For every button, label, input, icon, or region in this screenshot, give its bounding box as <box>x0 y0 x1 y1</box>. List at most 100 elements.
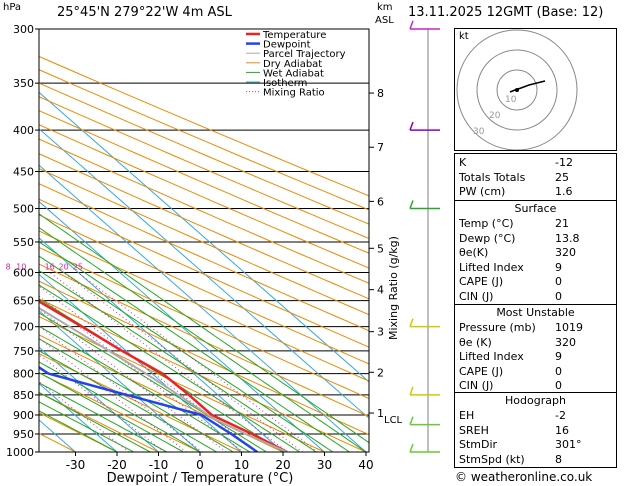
wet-adiabat-line <box>39 350 217 452</box>
index-value: 21 <box>555 217 569 230</box>
index-value: -2 <box>555 409 566 422</box>
index-label: Temp (°C) <box>459 217 514 230</box>
dry-adiabat-line <box>39 183 369 332</box>
lcl-label: LCL <box>384 415 403 426</box>
index-value: 25 <box>555 170 569 184</box>
pressure-tick-label: 850 <box>13 389 34 402</box>
index-row: K -12 <box>459 156 612 170</box>
dry-adiabat-line <box>39 69 369 211</box>
dry-adiabat-line <box>39 198 369 348</box>
wind-barb-flag <box>409 416 414 425</box>
pressure-tick-label: 650 <box>13 295 34 308</box>
parcel-trajectory-line <box>39 306 288 452</box>
wet-adiabat-line <box>39 213 369 444</box>
pressure-tick-label: 450 <box>13 165 34 178</box>
index-row: SREH 16 <box>459 424 612 438</box>
dry-adiabat-line <box>39 110 369 254</box>
legend-label: Wet Adiabat <box>263 68 324 79</box>
most-unstable-title: Most Unstable <box>496 306 575 319</box>
wet-adiabat-line <box>39 391 151 452</box>
plot-frame <box>38 28 370 453</box>
isotherm-line <box>39 200 325 452</box>
index-value: 1.6 <box>555 185 573 198</box>
index-label: StmSpd (kt) <box>459 452 525 466</box>
dry-adiabat-line <box>39 372 201 452</box>
hodograph-trace <box>509 80 546 93</box>
mixing-ratio-line <box>39 285 258 452</box>
divider <box>455 200 616 201</box>
hodograph-storm-motion-dot <box>515 88 519 92</box>
wet-adiabat-line <box>39 241 350 452</box>
index-row: CIN (J) 0 <box>459 379 612 393</box>
isotherm-line <box>39 419 76 452</box>
dry-adiabat-line <box>39 391 159 452</box>
altitude-tick-label: 4 <box>377 284 384 297</box>
chart-grid <box>39 29 369 452</box>
wet-adiabat-line <box>39 338 234 452</box>
temperature-tick-label: 30 <box>317 458 332 472</box>
index-label: CIN (J) <box>459 289 494 303</box>
hodograph-unit-label: kt <box>459 31 469 42</box>
index-value: 1019 <box>555 321 583 334</box>
wind-barbs <box>409 20 440 453</box>
index-row: StmSpd (kt) 8 <box>459 453 612 467</box>
index-label: K <box>459 156 467 169</box>
pressure-tick-label: 300 <box>13 23 34 36</box>
hodograph-ring <box>496 69 538 111</box>
pressure-tick-label: 700 <box>13 321 34 334</box>
index-row: CIN (J) 0 <box>459 290 612 304</box>
mixing-ratio-tick-label: 8 <box>6 263 11 272</box>
dry-adiabat-line <box>39 298 367 452</box>
wind-barb-flag <box>409 443 414 453</box>
index-value: 0 <box>555 275 562 288</box>
asl-unit-label: ASL <box>375 15 394 26</box>
chart-axes: 1234681016202530035040045050055060065070… <box>6 23 403 472</box>
index-row: CAPE (J) 0 <box>459 365 612 379</box>
hodograph-ring <box>476 49 558 131</box>
legend-label: Isotherm <box>263 78 307 89</box>
datetime-title: 13.11.2025 12GMT (Base: 12) <box>408 5 604 20</box>
index-label: θe (K) <box>459 335 492 349</box>
hodograph-svg: 10 20 30 <box>456 29 578 151</box>
legend-label: Dewpoint <box>263 40 311 51</box>
legend-label: Temperature <box>262 30 326 41</box>
index-label: PW (cm) <box>459 185 506 198</box>
wet-adiabat-line <box>39 298 284 452</box>
index-value: 0 <box>555 379 562 392</box>
divider <box>455 304 616 305</box>
index-label: CAPE (J) <box>459 364 504 378</box>
index-row: EH -2 <box>459 409 612 423</box>
index-row: θe (K) 320 <box>459 336 612 350</box>
temperature-tick-label: 0 <box>196 458 204 472</box>
index-label: CAPE (J) <box>459 275 504 288</box>
index-row: StmDir 301° <box>459 438 612 452</box>
pressure-tick-label: 950 <box>13 428 34 441</box>
isotherm-line <box>39 128 369 419</box>
wind-barb-flag <box>409 386 414 396</box>
index-label: SREH <box>459 423 489 437</box>
pressure-tick-label: 600 <box>13 267 34 280</box>
pressure-tick-label: 350 <box>13 77 34 90</box>
wet-adiabat-line <box>39 372 184 452</box>
wind-barb-flag <box>409 20 414 30</box>
index-value: 16 <box>555 423 569 437</box>
temperature-line <box>39 299 288 452</box>
temperature-tick-label: -20 <box>107 458 127 472</box>
dewpoint-line <box>39 365 259 452</box>
pressure-tick-label: 750 <box>13 345 34 358</box>
wet-adiabat-line <box>39 255 334 452</box>
index-label: Dewp (°C) <box>459 231 516 245</box>
hodograph-ring-label: 20 <box>489 111 501 121</box>
index-row: Temp (°C) 21 <box>459 217 612 231</box>
wind-barb-flag <box>409 121 414 131</box>
wet-adiabat-line <box>39 269 317 452</box>
mixing-ratio-line <box>63 272 303 452</box>
legend-label: Mixing Ratio <box>263 88 325 99</box>
dry-adiabat-line <box>39 138 369 284</box>
isotherm-line <box>39 310 201 452</box>
dry-adiabat-line <box>39 96 369 240</box>
dry-adiabat-line <box>39 432 76 452</box>
index-row: Pressure (mb) 1019 <box>459 321 612 335</box>
dry-adiabat-line <box>39 263 369 417</box>
